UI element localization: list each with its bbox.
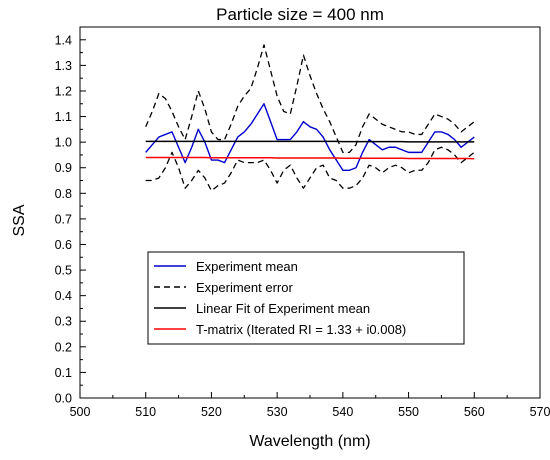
x-tick-label: 500: [70, 405, 91, 419]
x-tick-label: 540: [332, 405, 353, 419]
y-tick-label: 0.0: [55, 392, 72, 406]
series-line-3: [145, 146, 475, 192]
y-tick-label: 1.2: [55, 84, 72, 98]
legend-label: Linear Fit of Experiment mean: [196, 301, 370, 316]
x-tick-label: 510: [135, 405, 156, 419]
y-tick-label: 1.3: [55, 59, 72, 73]
x-axis-ticks: 500 510 520 530 540 550 560 570: [70, 392, 550, 419]
y-tick-label: 1.0: [55, 136, 72, 150]
series-line-1: [145, 103, 475, 171]
series-line-4: [145, 140, 475, 143]
x-tick-label: 570: [530, 405, 550, 419]
y-tick-label: 0.8: [55, 187, 72, 201]
legend: Experiment mean Experiment error Linear Fi…: [147, 251, 465, 345]
y-tick-label: 0.4: [55, 289, 72, 303]
series-line-5: [145, 156, 475, 160]
y-axis-ticks: 0.0 0.1 0.2 0.3 0.4 0.5 0.6 0.7 0.8 0.9 1.0 1.1 1.2 1…: [55, 33, 86, 406]
chart-title: Particle size = 400 nm: [216, 5, 384, 24]
series-line-2: [145, 44, 475, 154]
y-tick-label: 0.5: [55, 264, 72, 278]
legend-label: T-matrix (Iterated RI = 1.33 + i0.008): [196, 322, 406, 337]
x-tick-label: 550: [398, 405, 419, 419]
series-layer: [145, 44, 475, 192]
legend-box: [147, 251, 465, 345]
plot-frame: [79, 26, 541, 399]
x-tick-label: 520: [201, 405, 222, 419]
y-tick-label: 0.9: [55, 161, 72, 175]
y-tick-label: 0.1: [55, 366, 72, 380]
y-tick-label: 0.6: [55, 238, 72, 252]
y-axis-label: SSA: [11, 204, 28, 236]
x-tick-label: 560: [464, 405, 485, 419]
x-axis-label: Wavelength (nm): [249, 433, 370, 450]
x-tick-label: 530: [267, 405, 288, 419]
legend-label: Experiment error: [196, 280, 293, 295]
y-tick-label: 1.4: [55, 33, 72, 47]
y-tick-label: 0.7: [55, 212, 72, 226]
y-tick-label: 0.3: [55, 315, 72, 329]
y-tick-label: 1.1: [55, 110, 72, 124]
legend-label: Experiment mean: [196, 259, 298, 274]
y-tick-label: 0.2: [55, 340, 72, 354]
